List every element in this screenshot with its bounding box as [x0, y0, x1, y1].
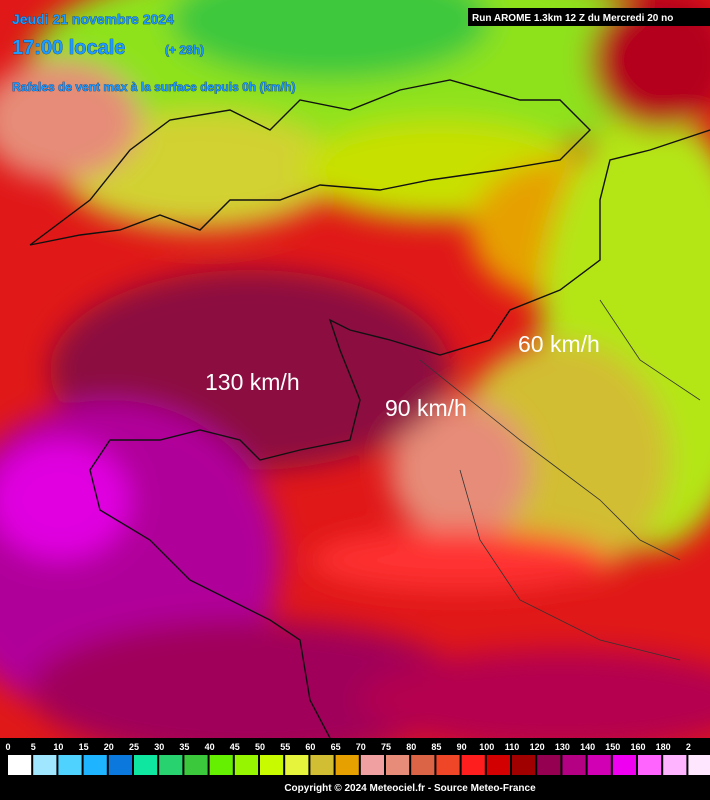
coastlines: [29, 79, 710, 738]
legend-swatch: [411, 755, 435, 775]
annotation: 90 km/h: [385, 395, 467, 421]
legend-label: 120: [530, 742, 545, 752]
legend-label: 50: [255, 742, 265, 752]
legend-label: 180: [656, 742, 671, 752]
legend-swatch: [58, 755, 82, 775]
subtitle: Rafales de vent max à la surface depuis …: [12, 80, 295, 94]
legend-label: 100: [479, 742, 494, 752]
legend-label: 110: [505, 742, 520, 752]
legend-label: 140: [580, 742, 595, 752]
legend-swatch: [33, 755, 57, 775]
legend-label: 40: [205, 742, 215, 752]
legend-label: 45: [230, 742, 240, 752]
legend-label: 30: [154, 742, 164, 752]
legend-swatch: [310, 755, 334, 775]
legend-label: 35: [179, 742, 189, 752]
legend-swatch: [234, 755, 258, 775]
legend-swatch: [260, 755, 284, 775]
legend-label: 55: [280, 742, 290, 752]
legend-swatch: [184, 755, 208, 775]
legend-swatch: [386, 755, 410, 775]
run-box: [468, 8, 710, 26]
legend-label: 25: [129, 742, 139, 752]
legend-swatch: [663, 755, 687, 775]
legend-label: 70: [356, 742, 366, 752]
legend: 0 5 10 15 20 25 30 35 40 45 50 55 60 65 70 75 80 85 90 100 1…: [5, 742, 710, 775]
legend-swatch: [285, 755, 309, 775]
legend-label: 10: [53, 742, 63, 752]
date: Jeudi 21 novembre 2024: [12, 11, 174, 27]
legend-swatch: [638, 755, 662, 775]
legend-label: 150: [605, 742, 620, 752]
legend-swatch: [436, 755, 460, 775]
legend-label: 65: [331, 742, 341, 752]
legend-swatch: [587, 755, 611, 775]
run-info: Run AROME 1.3km 12 Z du Mercredi 20 no: [472, 13, 673, 24]
legend-label: 80: [406, 742, 416, 752]
legend-label: 160: [630, 742, 645, 752]
legend-swatch: [8, 755, 32, 775]
legend-label: 5: [31, 742, 36, 752]
legend-label: 130: [555, 742, 570, 752]
legend-label: 85: [431, 742, 441, 752]
legend-swatch: [512, 755, 536, 775]
legend-swatch: [209, 755, 233, 775]
legend-label: 2: [686, 742, 691, 752]
legend-swatch: [562, 755, 586, 775]
legend-swatch: [537, 755, 561, 775]
legend-swatch: [688, 755, 710, 775]
legend-label: 0: [5, 742, 10, 752]
legend-swatch: [134, 755, 158, 775]
legend-label: 90: [457, 742, 467, 752]
annotation: 130 km/h: [205, 369, 300, 395]
wind-field: [0, 0, 710, 738]
legend-swatch: [159, 755, 183, 775]
annotation: 60 km/h: [518, 331, 600, 357]
legend-label: 20: [104, 742, 114, 752]
legend-swatch: [83, 755, 107, 775]
legend-swatch: [360, 755, 384, 775]
legend-label: 75: [381, 742, 391, 752]
legend-swatch: [612, 755, 636, 775]
legend-label: 15: [79, 742, 89, 752]
legend-swatch: [461, 755, 485, 775]
legend-swatch: [108, 755, 132, 775]
time: 17:00 locale: [12, 37, 125, 59]
legend-swatch: [335, 755, 359, 775]
legend-label: 60: [305, 742, 315, 752]
copyright: Copyright © 2024 Meteociel.fr - Source M…: [284, 783, 536, 794]
legend-swatch: [486, 755, 510, 775]
lead-time: (+ 28h): [165, 43, 204, 57]
